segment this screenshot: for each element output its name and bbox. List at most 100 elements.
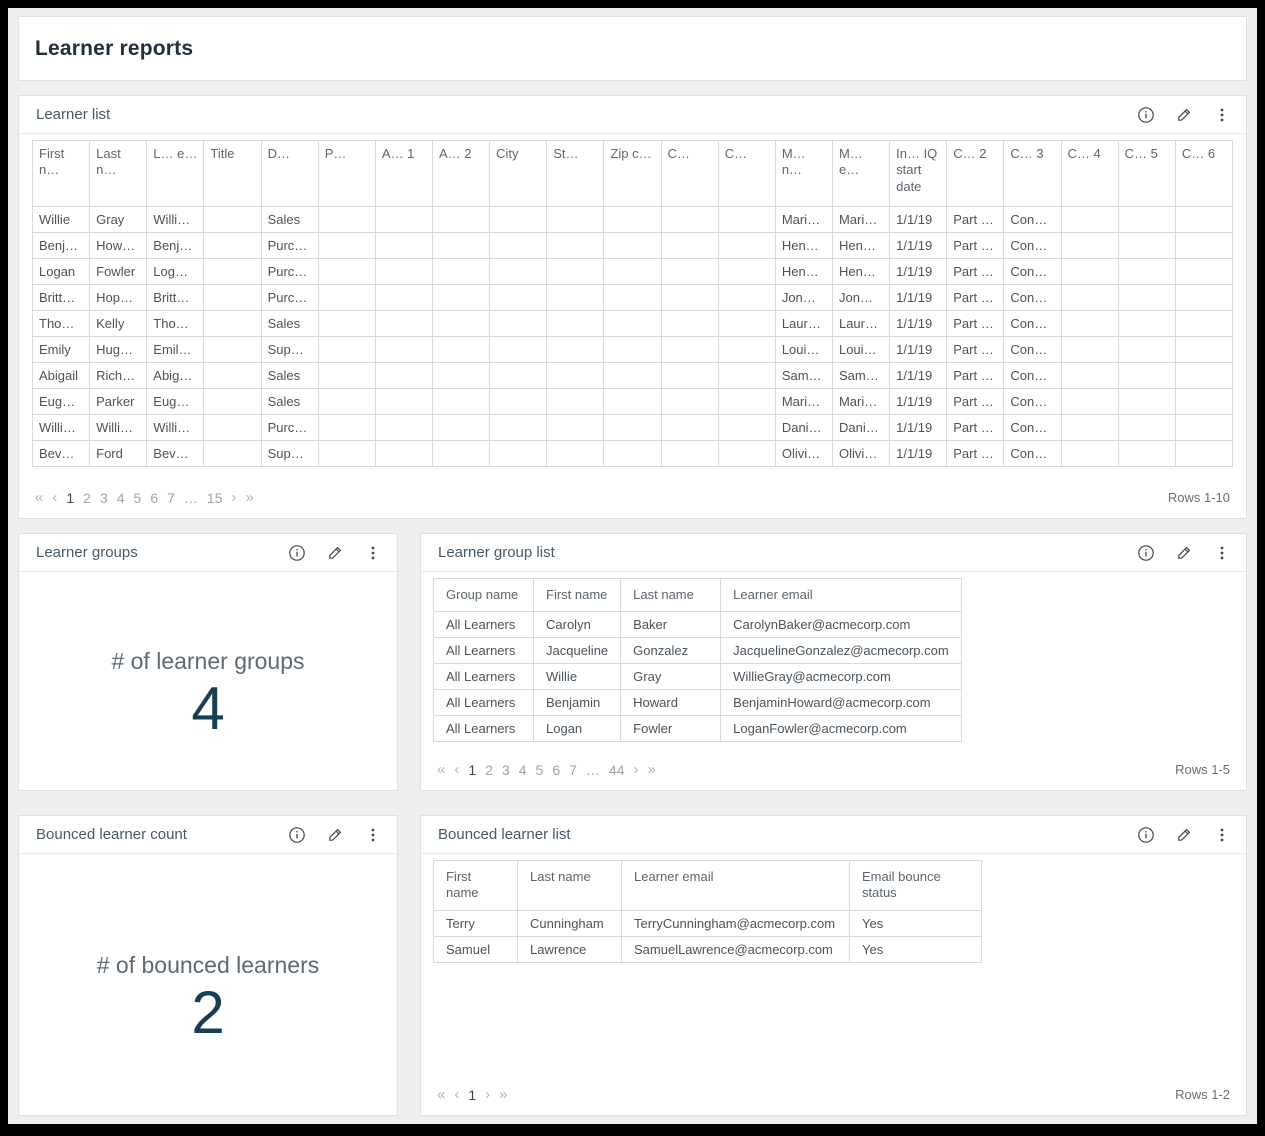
previous-page-icon[interactable]: ‹	[52, 489, 58, 506]
first-page-icon[interactable]: «	[437, 1086, 446, 1103]
page-number[interactable]: 6	[552, 761, 561, 778]
table-cell	[203, 310, 262, 337]
next-page-icon[interactable]: ›	[231, 489, 237, 506]
metric-label: # of bounced learners	[96, 951, 320, 978]
table-cell: Samuel	[433, 935, 518, 963]
edit-icon[interactable]	[325, 825, 345, 845]
first-page-icon[interactable]: «	[35, 489, 44, 506]
table-cell: Jon…	[831, 284, 891, 311]
edit-icon[interactable]	[325, 543, 345, 563]
table-cell: All Learners	[433, 663, 534, 691]
learner-list-table: First n… Last n… L… e… Title D… P… A… 1 A… 2 Cit…	[31, 140, 1234, 467]
page-number[interactable]: 2	[83, 489, 91, 506]
table-cell	[1174, 362, 1234, 389]
table-cell	[1174, 440, 1234, 467]
page-number[interactable]: 4	[116, 489, 125, 506]
page-number[interactable]: 1	[66, 489, 75, 506]
edit-icon[interactable]	[1174, 543, 1194, 563]
panel-learner-group-list: Learner group list Group name First name L…	[420, 533, 1247, 791]
table-cell	[660, 258, 719, 285]
page-number[interactable]: 7	[569, 761, 577, 778]
table-cell	[1117, 206, 1176, 233]
table-cell	[431, 284, 491, 311]
page-number[interactable]: 3	[99, 489, 108, 506]
column-header: Last name	[517, 860, 622, 911]
column-header: St…	[546, 140, 605, 207]
table-row: All Learners Carolyn Baker CarolynBaker@acm…	[433, 611, 962, 639]
menu-icon[interactable]	[363, 543, 383, 563]
page-number[interactable]: 5	[133, 489, 142, 506]
panel-title: Bounced learner list	[438, 826, 571, 843]
page-number[interactable]: 3	[501, 761, 510, 778]
table-cell: Bev…	[146, 440, 205, 467]
page-number[interactable]: 15	[206, 489, 223, 506]
table-cell: Willi…	[31, 414, 91, 441]
table-cell	[489, 388, 548, 415]
menu-icon[interactable]	[1212, 825, 1232, 845]
table-cell	[717, 414, 776, 441]
table-cell	[1060, 388, 1119, 415]
info-icon[interactable]	[1136, 105, 1156, 125]
next-page-icon[interactable]: ›	[633, 761, 639, 778]
table-cell: Sales	[260, 388, 319, 415]
table-cell: Mari…	[831, 206, 891, 233]
table-cell	[603, 336, 662, 363]
table-cell: 1/1/19	[889, 284, 948, 311]
page-number[interactable]: 2	[485, 761, 493, 778]
previous-page-icon[interactable]: ‹	[454, 761, 460, 778]
previous-page-icon[interactable]: ‹	[454, 1086, 460, 1103]
table-cell: 1/1/19	[889, 388, 948, 415]
table-cell	[1117, 258, 1176, 285]
table-cell: Con…	[1003, 362, 1062, 389]
table-cell	[431, 388, 491, 415]
table-cell: Bev…	[31, 440, 91, 467]
table-cell: Hen…	[831, 232, 891, 259]
table-cell	[546, 206, 605, 233]
table-cell: Eug…	[31, 388, 91, 415]
menu-icon[interactable]	[1212, 543, 1232, 563]
menu-icon[interactable]	[363, 825, 383, 845]
column-header: C… 5	[1117, 140, 1176, 207]
first-page-icon[interactable]: «	[437, 761, 446, 778]
table-cell: All Learners	[433, 637, 534, 665]
menu-icon[interactable]	[1212, 105, 1232, 125]
table-cell	[660, 284, 719, 311]
rows-range-label: Rows 1-10	[1167, 490, 1230, 505]
info-icon[interactable]	[287, 825, 307, 845]
page-number[interactable]: 4	[518, 761, 527, 778]
info-icon[interactable]	[1136, 543, 1156, 563]
table-cell: Hug…	[89, 336, 148, 363]
info-icon[interactable]	[287, 543, 307, 563]
last-page-icon[interactable]: »	[499, 1086, 508, 1103]
page-number[interactable]: 5	[535, 761, 544, 778]
page-number[interactable]: 1	[468, 761, 477, 778]
column-header: C… 3	[1003, 140, 1062, 207]
table-cell	[317, 206, 376, 233]
page-number[interactable]: 6	[150, 489, 159, 506]
table-cell: Loui…	[831, 336, 891, 363]
table-cell: Cunningham	[517, 909, 622, 937]
page-number[interactable]: 44	[608, 761, 625, 778]
next-page-icon[interactable]: ›	[485, 1086, 491, 1103]
table-cell: Sales	[260, 206, 319, 233]
table-cell	[489, 362, 548, 389]
edit-icon[interactable]	[1174, 825, 1194, 845]
column-header: Zip c…	[603, 140, 662, 207]
last-page-icon[interactable]: »	[647, 761, 656, 778]
info-icon[interactable]	[1136, 825, 1156, 845]
table-cell	[1060, 206, 1119, 233]
table-cell	[1174, 284, 1234, 311]
page-number[interactable]: 1	[468, 1086, 477, 1103]
last-page-icon[interactable]: »	[245, 489, 254, 506]
bounced-list-table-wrap: First name Last name Learner email Email bo…	[433, 860, 1234, 963]
table-cell: CarolynBaker@acmecorp.com	[720, 611, 962, 639]
table-cell	[317, 284, 376, 311]
table-cell	[717, 232, 776, 259]
table-cell	[203, 336, 262, 363]
page-number[interactable]: 7	[167, 489, 175, 506]
table-cell	[203, 414, 262, 441]
table-cell: TerryCunningham@acmecorp.com	[621, 909, 850, 937]
metric-label: # of learner groups	[111, 648, 305, 674]
edit-icon[interactable]	[1174, 105, 1194, 125]
table-cell: WillieGray@acmecorp.com	[720, 663, 962, 691]
